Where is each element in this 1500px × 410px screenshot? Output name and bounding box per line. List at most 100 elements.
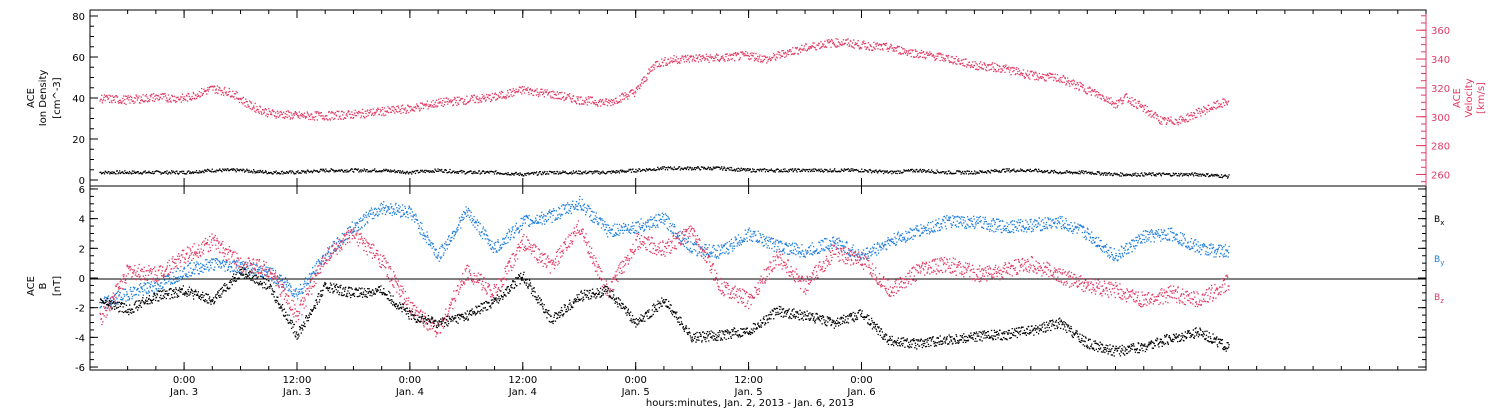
by-point <box>536 221 539 223</box>
by-point <box>521 217 523 220</box>
velocity-point <box>132 100 134 102</box>
density-point <box>484 172 486 175</box>
density-point <box>657 166 659 168</box>
density-point <box>685 168 687 170</box>
by-point <box>599 217 601 219</box>
velocity-point <box>308 118 310 121</box>
velocity-point <box>753 60 755 62</box>
by-point <box>341 233 343 235</box>
density-point <box>584 172 586 174</box>
velocity-point <box>119 101 121 104</box>
velocity-point <box>1081 86 1083 88</box>
density-point <box>1109 174 1111 176</box>
velocity-point <box>1028 77 1030 79</box>
velocity-point <box>538 95 540 98</box>
by-point <box>539 218 541 221</box>
density-point <box>442 171 444 173</box>
velocity-point <box>970 64 972 67</box>
velocity-point <box>635 87 637 89</box>
velocity-point <box>886 48 888 50</box>
by-point <box>442 246 444 248</box>
density-point <box>237 169 240 171</box>
velocity-point <box>374 112 377 114</box>
by-point <box>149 286 151 289</box>
density-point <box>1045 170 1047 172</box>
density-point <box>162 172 164 174</box>
by-point <box>646 226 648 228</box>
velocity-point <box>974 61 976 63</box>
velocity-point <box>464 99 466 101</box>
by-point <box>425 241 428 244</box>
by-point <box>178 280 180 282</box>
velocity-point <box>107 97 110 99</box>
velocity-point <box>316 111 318 113</box>
by-point <box>473 222 476 224</box>
velocity-point <box>157 95 159 97</box>
density-point <box>123 172 125 175</box>
velocity-point <box>396 111 399 113</box>
density-point <box>163 172 165 174</box>
density-point <box>1149 173 1151 176</box>
density-point <box>965 171 967 173</box>
density-point <box>598 171 600 173</box>
density-point <box>597 172 599 175</box>
velocity-point <box>1019 70 1021 72</box>
by-point <box>422 237 424 240</box>
velocity-point <box>255 109 258 111</box>
density-point <box>594 171 596 173</box>
velocity-point <box>233 93 236 95</box>
density-point <box>387 169 389 171</box>
velocity-point <box>267 116 269 118</box>
density-point <box>1140 172 1142 175</box>
density-point <box>554 171 556 173</box>
by-point <box>266 274 268 276</box>
velocity-point <box>831 40 833 42</box>
density-point <box>126 171 128 173</box>
velocity-point <box>994 69 996 71</box>
by-point <box>459 221 461 223</box>
by-point <box>661 212 663 214</box>
velocity-point <box>914 56 916 58</box>
top-left-tick-label: 0 <box>79 176 85 187</box>
density-point <box>1074 171 1077 173</box>
density-point <box>1066 170 1068 172</box>
density-point <box>458 171 460 173</box>
density-point <box>263 171 265 174</box>
density-point <box>1156 173 1159 175</box>
by-point <box>261 274 263 276</box>
density-point <box>270 171 272 174</box>
velocity-point <box>140 99 142 102</box>
by-point <box>260 270 263 272</box>
by-point <box>234 270 237 273</box>
density-point <box>824 168 826 170</box>
by-point <box>122 297 124 299</box>
by-point <box>278 285 280 287</box>
density-point <box>303 170 305 172</box>
velocity-point <box>1024 77 1026 79</box>
density-point <box>642 168 644 171</box>
velocity-point <box>236 97 238 99</box>
by-point <box>150 283 152 285</box>
velocity-point <box>1106 98 1108 100</box>
velocity-point <box>604 103 606 106</box>
by-point <box>370 207 373 209</box>
velocity-point <box>274 115 276 117</box>
velocity-point <box>978 65 980 68</box>
velocity-point <box>744 53 746 55</box>
density-point <box>952 172 954 175</box>
velocity-point <box>507 90 509 92</box>
by-point <box>635 222 637 224</box>
density-point <box>575 170 578 172</box>
velocity-point <box>568 95 570 97</box>
velocity-point <box>756 59 758 61</box>
density-point <box>145 172 147 174</box>
velocity-point <box>762 61 764 63</box>
density-point <box>1115 173 1117 176</box>
velocity-point <box>1002 69 1004 72</box>
density-point <box>1076 171 1078 174</box>
by-point <box>552 210 554 212</box>
velocity-point <box>699 58 701 61</box>
velocity-point <box>381 106 383 109</box>
velocity-point <box>809 48 811 50</box>
velocity-point <box>330 112 332 114</box>
